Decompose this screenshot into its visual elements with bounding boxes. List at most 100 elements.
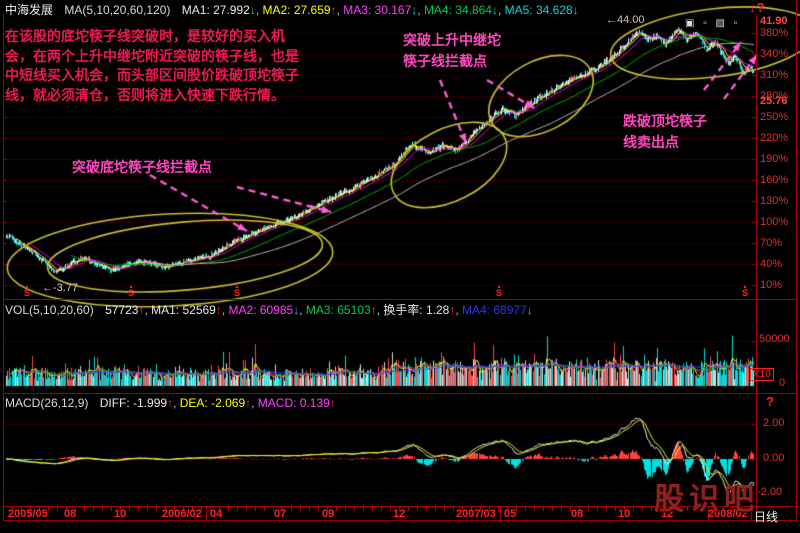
percent-axis-label: 340% [760, 48, 789, 60]
frame-left [3, 14, 4, 521]
volume-indicator-bar: VOL(5,10,20,60) 57723↑, MA1: 52569↑, MA2… [5, 301, 533, 318]
separator: , [221, 303, 229, 317]
volume-multiplier-label: X10 [750, 368, 774, 381]
alert-arrow-question-icons[interactable]: ↓? [749, 0, 766, 15]
frame-bottom [3, 520, 797, 521]
separator: , [417, 3, 424, 17]
percent-axis-label: 100% [760, 216, 789, 228]
up-arrow-icon: ↑ [370, 303, 377, 317]
percent-axis-label: 380% [760, 27, 789, 39]
help-question-icon[interactable]: ? [766, 394, 774, 409]
separator: , [173, 396, 180, 410]
indicator-value: MA1: 52569 [151, 303, 216, 317]
percent-axis-label: 70% [760, 237, 783, 249]
ex-rights-symbol: S [234, 288, 241, 298]
window-marker-icons: ▣ ▫ ▨ ▫ [685, 18, 741, 29]
strategy-note: 在该股的底坨筷子线突破时，是较好的买入机 会，在两个上升中继坨附近突破的筷子线，… [5, 28, 299, 103]
vol-values: 57723↑, MA1: 52569↑, MA2: 60985↓, MA3: 6… [105, 303, 533, 317]
down-arrow-icon: ↓ [491, 3, 498, 17]
triangle-icon: ▴ [235, 284, 239, 290]
percent-axis-label: 220% [760, 132, 789, 144]
date-label: 10 [114, 508, 127, 520]
percent-axis-label: 280% [760, 90, 789, 102]
separator: , [376, 303, 384, 317]
mid-breakout-note: 突破上升中继坨 筷子线拦截点 [403, 32, 501, 69]
date-label: 05 [504, 508, 517, 520]
date-separator [206, 506, 207, 521]
triangle-icon: ▴ [129, 284, 133, 290]
ex-rights-marker[interactable]: ▴ S [128, 284, 134, 298]
date-label: 2008/02 [708, 508, 748, 520]
down-arrow-icon: ↓ [249, 3, 256, 17]
frame-right [796, 0, 797, 521]
up-arrow-icon: ↑ [215, 303, 222, 317]
ex-rights-marker[interactable]: ▴ S [234, 284, 241, 298]
percent-axis-label: 160% [760, 174, 789, 186]
ex-rights-marker[interactable]: ▴ S [496, 284, 503, 298]
indicator-value: MA4: 68977 [462, 303, 527, 317]
vol-params-label: VOL(5,10,20,60) [5, 303, 94, 317]
price-axis-label: 25.76 [760, 95, 788, 107]
date-label: 12 [661, 508, 674, 520]
stock-name[interactable]: 中海发展 [5, 3, 54, 17]
macd-axis-lower: -2.00 [757, 486, 783, 498]
ex-rights-symbol: S [742, 288, 749, 298]
sell-point-note: 跌破顶坨筷子 线卖出点 [623, 113, 707, 150]
main-indicator-bar: 中海发展 MA(5,10,20,60,120) MA1: 27.992↓, MA… [5, 1, 579, 18]
indicator-value: 换手率: 1.28 [383, 303, 450, 317]
separator: , [299, 303, 306, 317]
indicator-value: MA2: 60985 [228, 303, 294, 317]
triangle-icon: ▴ [25, 284, 29, 290]
low-price-marker: ←-3.77 [42, 282, 79, 294]
date-label: 2005/05 [8, 508, 48, 520]
date-label: 2006/02 [162, 508, 202, 520]
date-label: 10 [618, 508, 631, 520]
separator: , [336, 3, 344, 17]
date-separator [751, 506, 752, 521]
date-label: 12 [393, 508, 406, 520]
macd-axis-zero: 0.00 [763, 452, 785, 464]
down-arrow-icon: ↓ [526, 303, 533, 317]
percent-axis-label: 250% [760, 111, 789, 123]
date-label: 2007/03 [456, 508, 496, 520]
ma-params-label: MA(5,10,20,60,120) [64, 3, 171, 17]
ex-rights-symbol: S [24, 288, 31, 298]
up-arrow-icon: ↑ [449, 303, 456, 317]
date-label: 07 [274, 508, 287, 520]
indicator-value: MA1: 27.992 [181, 3, 250, 17]
ex-rights-marker[interactable]: ▴ S [742, 284, 749, 298]
macd-values: DIFF: -1.999↑, DEA: -2.069↑, MACD: 0.139… [100, 396, 336, 410]
date-label: 04 [210, 508, 223, 520]
indicator-value: DEA: -2.069 [179, 396, 246, 410]
separator: , [455, 303, 462, 317]
date-separator [708, 506, 709, 521]
macd-axis-upper: 2.00 [763, 417, 785, 429]
percent-axis-label: 130% [760, 195, 789, 207]
date-separator [500, 506, 501, 521]
date-label: 08 [571, 508, 584, 520]
indicator-value: 57723 [105, 303, 139, 317]
indicator-value: MA2: 27.659 [262, 3, 331, 17]
peak-price-marker: ←44.00 [606, 14, 645, 26]
down-arrow-icon: ↓ [411, 3, 418, 17]
indicator-value: MA5: 34.628 [504, 3, 573, 17]
ex-rights-symbol: S [496, 288, 503, 298]
watermark: 股识吧 [654, 483, 759, 516]
macd-indicator-bar: MACD(26,12,9) DIFF: -1.999↑, DEA: -2.069… [5, 396, 336, 410]
date-label: 09 [322, 508, 335, 520]
period-selector[interactable]: 日线 [754, 510, 779, 524]
volume-zero-label: 0 [779, 377, 786, 389]
panel-divider [3, 506, 797, 507]
percent-axis-label: 310% [760, 69, 789, 81]
separator: , [497, 3, 505, 17]
separator: , [255, 3, 263, 17]
up-arrow-icon: ↑ [167, 396, 174, 410]
ex-rights-marker[interactable]: ▴ S [24, 284, 31, 298]
down-arrow-icon: ↓ [572, 3, 579, 17]
up-arrow-icon: ↑ [329, 396, 336, 410]
macd-params-label: MACD(26,12,9) [5, 396, 89, 410]
percent-axis-label: 40% [760, 258, 783, 270]
indicator-value: MA3: 65103 [305, 303, 371, 317]
